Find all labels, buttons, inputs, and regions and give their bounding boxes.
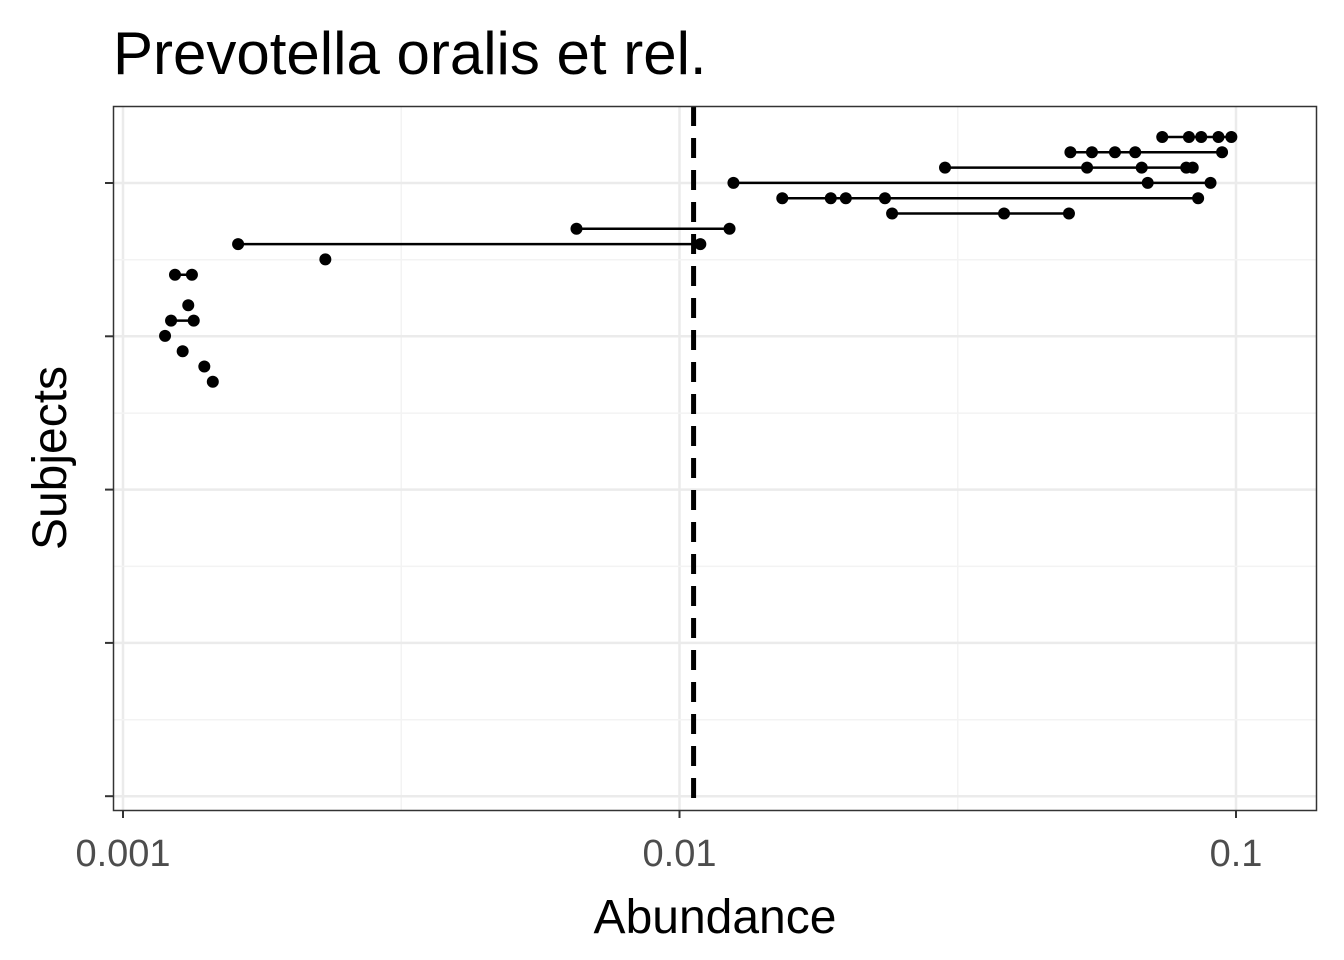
x-tick-label: 0.01 bbox=[643, 833, 717, 875]
data-point bbox=[1135, 161, 1148, 174]
data-point bbox=[1062, 207, 1075, 220]
data-point bbox=[187, 314, 200, 327]
data-point bbox=[839, 192, 852, 205]
data-point bbox=[939, 161, 952, 174]
grid bbox=[113, 106, 1316, 810]
data-point bbox=[165, 314, 178, 327]
data-point bbox=[886, 207, 899, 220]
data-point bbox=[570, 222, 583, 235]
data-point bbox=[1186, 161, 1199, 174]
data-point bbox=[776, 192, 789, 205]
panel-border bbox=[112, 105, 1318, 812]
data-point bbox=[1081, 161, 1094, 174]
data-point bbox=[694, 238, 707, 251]
data-point bbox=[185, 268, 198, 281]
data-point bbox=[198, 360, 211, 373]
data-point bbox=[878, 192, 891, 205]
data-point bbox=[1216, 146, 1229, 159]
data-point bbox=[1182, 131, 1195, 143]
x-tick-label: 0.1 bbox=[1210, 833, 1263, 875]
data-point bbox=[232, 238, 245, 251]
data-point bbox=[998, 207, 1011, 220]
data-point bbox=[168, 268, 181, 281]
data-point bbox=[176, 345, 189, 358]
data-point bbox=[1064, 146, 1077, 159]
data-point bbox=[1192, 192, 1205, 205]
y-axis-title: Subjects bbox=[24, 366, 77, 550]
data-point bbox=[723, 222, 736, 235]
subject-ranges bbox=[171, 135, 1232, 322]
data-point bbox=[206, 375, 219, 388]
data-point bbox=[1195, 131, 1208, 143]
data-point bbox=[1225, 131, 1238, 143]
data-point bbox=[159, 329, 172, 342]
chart-title: Prevotella oralis et rel. bbox=[113, 20, 707, 87]
data-point bbox=[824, 192, 837, 205]
data-point bbox=[1085, 146, 1098, 159]
data-point bbox=[1129, 146, 1142, 159]
x-axis-ticks: 0.001 0.01 0.1 bbox=[75, 182, 1263, 875]
data-point bbox=[1212, 131, 1225, 143]
x-tick-label: 0.001 bbox=[75, 833, 170, 875]
x-axis-title: Abundance bbox=[594, 891, 837, 944]
data-point bbox=[319, 253, 332, 266]
data-point bbox=[727, 176, 740, 189]
data-point bbox=[1156, 131, 1169, 143]
data-point bbox=[1204, 176, 1217, 189]
data-point bbox=[182, 299, 195, 312]
data-points bbox=[159, 131, 1238, 388]
data-point bbox=[1141, 176, 1154, 189]
data-point bbox=[1108, 146, 1121, 159]
